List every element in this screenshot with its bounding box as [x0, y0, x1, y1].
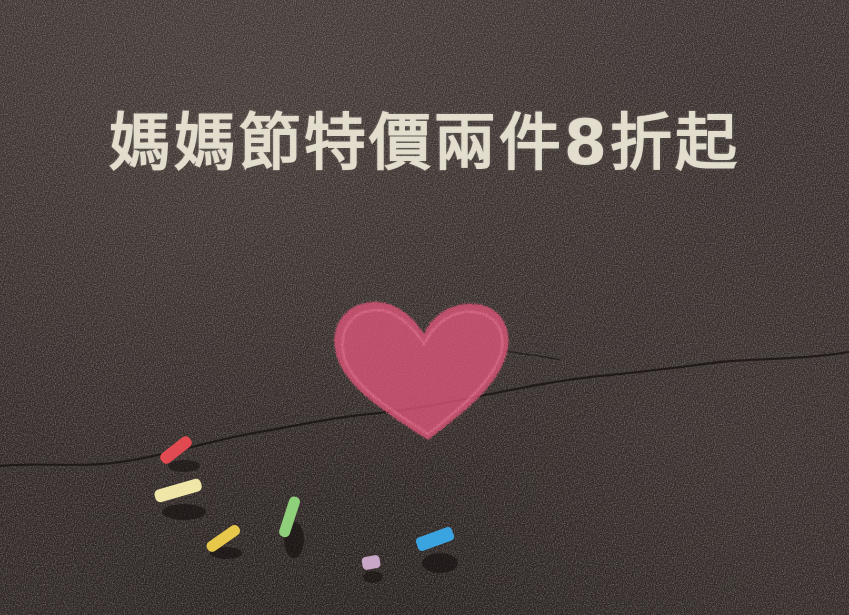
chalk-stick-red [160, 436, 200, 472]
promo-headline: 媽媽節特價兩件8折起 [108, 106, 741, 179]
chalk-stick-blue [415, 527, 458, 573]
chalk-stick-yellow [154, 478, 206, 520]
chalk-heart [334, 302, 509, 440]
chalk-stick-lilac [361, 555, 383, 583]
chalk-stick-gold [206, 524, 242, 559]
chalk-stick-green [279, 496, 304, 558]
